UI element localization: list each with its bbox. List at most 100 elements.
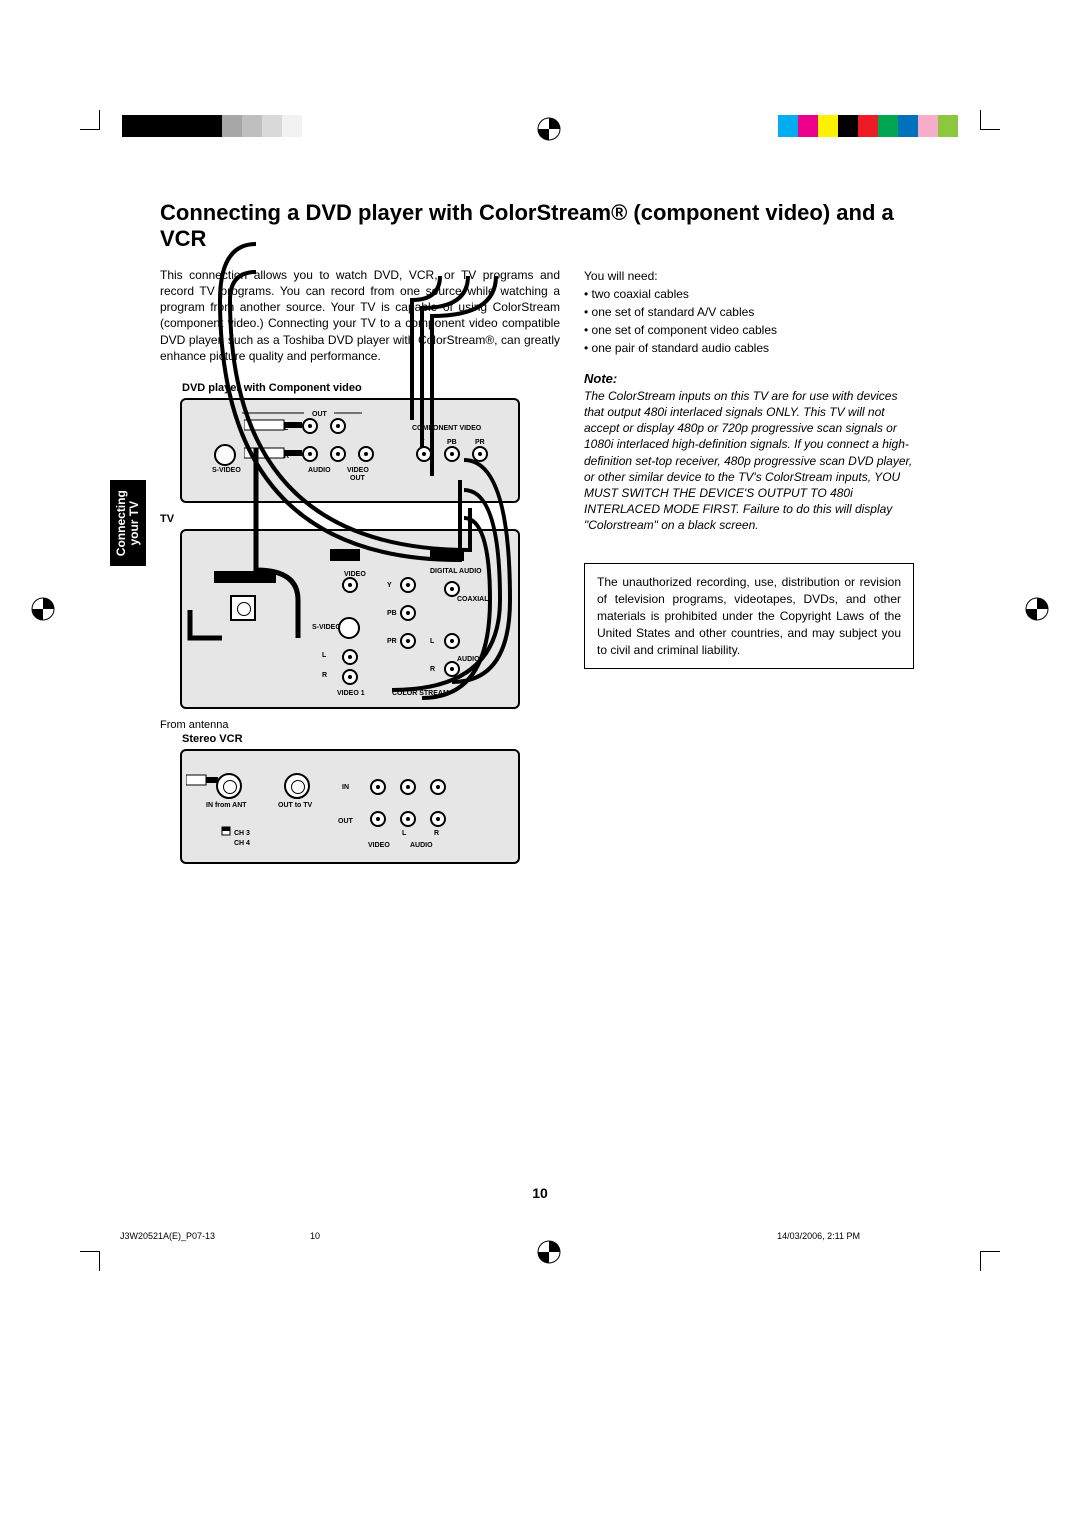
side-tab-line: your TV [127, 501, 141, 546]
svg-text:L: L [322, 652, 327, 659]
svg-text:Y: Y [387, 582, 392, 589]
svg-text:PB: PB [387, 610, 397, 617]
from-antenna-label: From antenna [160, 719, 560, 731]
rca-jack [400, 779, 416, 795]
color-step [898, 115, 918, 137]
svg-text:DIGITAL AUDIO: DIGITAL AUDIO [430, 568, 482, 575]
color-step [938, 115, 958, 137]
svg-text:PR: PR [475, 439, 485, 446]
svg-text:OUT to TV: OUT to TV [278, 802, 313, 809]
gray-calibration-bar [122, 115, 302, 137]
svideo-jack [214, 444, 236, 466]
rca-jack [342, 649, 358, 665]
crop-mark [80, 110, 100, 130]
need-intro: You will need: [584, 267, 914, 285]
color-step [878, 115, 898, 137]
dvd-label: DVD player with Component video [182, 382, 560, 394]
registration-mark-icon [1018, 590, 1056, 628]
footer-page: 10 [310, 1231, 320, 1241]
rca-jack [370, 811, 386, 827]
svg-text:R: R [322, 672, 327, 679]
tv-label: TV [160, 513, 560, 525]
color-step [858, 115, 878, 137]
rca-jack [430, 811, 446, 827]
svg-text:OUT: OUT [436, 553, 452, 560]
rca-jack [400, 633, 416, 649]
color-calibration-bar [778, 115, 958, 137]
rca-jack [444, 661, 460, 677]
color-step [778, 115, 798, 137]
svg-text:IN: IN [342, 784, 349, 791]
registration-mark-icon [530, 1233, 568, 1271]
intro-paragraph: This connection allows you to watch DVD,… [160, 267, 560, 364]
need-item: one set of component video cables [584, 321, 914, 339]
svg-text:ANT(75Ω): ANT(75Ω) [220, 575, 252, 582]
rca-jack [444, 581, 460, 597]
rca-jack [358, 446, 374, 462]
svg-text:OUT: OUT [350, 475, 366, 482]
svg-text:CH 3: CH 3 [234, 830, 250, 837]
svg-text:Y: Y [420, 439, 425, 446]
page-number: 10 [0, 1185, 1080, 1201]
page-title: Connecting a DVD player with ColorStream… [160, 200, 920, 253]
svg-text:L: L [430, 638, 435, 645]
requirements-list: You will need: two coaxial cablesone set… [584, 267, 914, 357]
coax-jack [284, 773, 310, 799]
rca-jack [444, 446, 460, 462]
svg-text:PR: PR [387, 638, 397, 645]
rca-jack [472, 446, 488, 462]
svg-text:COLOR STREAM: COLOR STREAM [392, 690, 449, 697]
color-step [918, 115, 938, 137]
crop-mark [980, 110, 1000, 130]
svg-text:VIDEO: VIDEO [368, 842, 390, 849]
svg-text:OUT: OUT [338, 818, 354, 825]
footer-timestamp: 14/03/2006, 2:11 PM [777, 1231, 860, 1241]
svg-text:PB: PB [447, 439, 457, 446]
section-tab: Connecting your TV [110, 480, 146, 566]
rca-jack [302, 446, 318, 462]
rca-jack [416, 446, 432, 462]
rca-jack [370, 779, 386, 795]
gray-step [282, 115, 302, 137]
svg-text:COMPONENT VIDEO: COMPONENT VIDEO [412, 425, 482, 432]
page-content: Connecting a DVD player with ColorStream… [160, 200, 920, 874]
rca-jack [302, 418, 318, 434]
vcr-device-box: IN from ANT OUT to TV CH 3 CH 4 IN OUT V… [180, 749, 520, 864]
need-item: two coaxial cables [584, 285, 914, 303]
svg-text:IN: IN [340, 553, 347, 560]
rca-jack [330, 446, 346, 462]
svg-text:R: R [434, 830, 439, 837]
crop-mark [80, 1251, 100, 1271]
dvd-device-box: OUT L R S-VIDEO AUDIO VIDEO OUT COMPONEN… [180, 398, 520, 503]
need-item: one pair of standard audio cables [584, 339, 914, 357]
color-step [798, 115, 818, 137]
out-label: OUT [312, 411, 328, 418]
color-step [818, 115, 838, 137]
registration-mark-icon [530, 110, 568, 148]
rca-jack [444, 633, 460, 649]
svg-text:VIDEO 1: VIDEO 1 [337, 690, 365, 697]
svg-text:VIDEO: VIDEO [347, 467, 369, 474]
rca-jack [400, 811, 416, 827]
svg-text:L: L [402, 830, 407, 837]
note-body: The ColorStream inputs on this TV are fo… [584, 388, 914, 534]
svg-text:S-VIDEO: S-VIDEO [212, 467, 241, 474]
gray-step [162, 115, 182, 137]
gray-step [122, 115, 142, 137]
gray-step [262, 115, 282, 137]
color-step [838, 115, 858, 137]
need-item: one set of standard A/V cables [584, 303, 914, 321]
rca-jack [342, 669, 358, 685]
gray-step [182, 115, 202, 137]
registration-mark-icon [24, 590, 62, 628]
svg-text:R: R [430, 666, 435, 673]
antenna-jack [230, 595, 256, 621]
rca-jack [330, 418, 346, 434]
rca-jack [342, 577, 358, 593]
tv-device-box: IN OUT ANT(75Ω) VIDEO Y PB PR S-VIDEO L … [180, 529, 520, 709]
cable-plug-icon [244, 418, 304, 432]
crop-mark [980, 1251, 1000, 1271]
vcr-label: Stereo VCR [182, 733, 560, 745]
svg-text:AUDIO: AUDIO [457, 656, 480, 663]
svg-text:AUDIO: AUDIO [410, 842, 433, 849]
